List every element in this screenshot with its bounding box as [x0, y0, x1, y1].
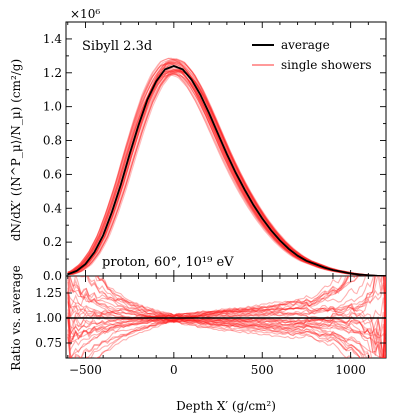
- ratio-line: [80, 276, 386, 358]
- ratio-line: [67, 276, 359, 337]
- ratio-line: [97, 276, 386, 358]
- ratio-line: [67, 319, 386, 358]
- ratio-line: [87, 276, 386, 358]
- single-shower-line: [67, 72, 386, 276]
- ratio-line: [67, 276, 386, 358]
- ratio-line: [67, 276, 386, 358]
- single-shower-line: [67, 73, 386, 276]
- ratio-line: [96, 276, 386, 358]
- single-shower-line: [67, 70, 386, 276]
- x-tick-label: 500: [251, 363, 274, 377]
- single-shower-line: [67, 68, 386, 276]
- ratio-line: [69, 276, 386, 358]
- main-y-axis-label: dN/dX′ (⟨N^P_μ⟩/N_μ) (cm²/g): [9, 59, 23, 241]
- main-y-tick-label: 0.6: [43, 167, 62, 181]
- ratio-line: [69, 276, 386, 358]
- single-shower-line: [67, 69, 386, 276]
- ratio-line: [67, 291, 386, 358]
- ratio-line: [67, 282, 386, 358]
- ratio-line: [67, 276, 386, 341]
- main-y-tick-label: 0.0: [43, 269, 62, 283]
- ratio-line: [68, 276, 386, 358]
- single-shower-line: [67, 69, 386, 276]
- ratio-line: [84, 276, 386, 358]
- main-y-tick-label: 1.0: [43, 100, 62, 114]
- model-label: Sibyll 2.3d: [82, 39, 152, 54]
- ratio-line: [67, 317, 369, 358]
- single-shower-line: [67, 70, 386, 276]
- single-shower-line: [67, 65, 386, 276]
- average-curve-group: [67, 65, 386, 276]
- main-y-tick-label: 0.4: [43, 201, 62, 215]
- ratio-line: [67, 293, 386, 354]
- single-shower-line: [67, 70, 386, 276]
- single-shower-line: [67, 68, 386, 276]
- ratio-line: [68, 276, 386, 358]
- axis-ticks: [66, 21, 386, 358]
- ratio-line: [87, 276, 386, 358]
- ratio-line: [67, 276, 356, 346]
- ratio-curves: [67, 276, 386, 358]
- single-shower-line: [67, 69, 386, 276]
- ratio-y-axis-label: Ratio vs. average: [9, 265, 23, 370]
- single-shower-line: [67, 69, 386, 276]
- main-y-tick-label: 1.4: [43, 32, 62, 46]
- single-shower-line: [67, 65, 386, 276]
- ratio-line: [95, 276, 386, 358]
- ratio-line: [96, 276, 386, 358]
- legend: average single showers: [252, 38, 372, 72]
- ratio-line: [67, 279, 386, 319]
- single-shower-line: [67, 70, 386, 276]
- ratio-line: [67, 276, 386, 326]
- ratio-line: [94, 276, 386, 358]
- ratio-line: [67, 276, 355, 358]
- single-shower-line: [67, 71, 386, 276]
- ratio-line: [67, 297, 386, 352]
- average-curve: [67, 65, 386, 276]
- ratio-plot-frame: [65, 275, 387, 359]
- x-tick-label: −500: [69, 363, 102, 377]
- single-shower-line: [67, 61, 386, 276]
- annotation-label: proton, 60°, 10¹⁹ eV: [102, 255, 234, 270]
- ratio-line: [67, 276, 386, 346]
- ratio-line: [67, 276, 386, 343]
- legend-average-label: average: [281, 38, 330, 52]
- single-shower-line: [67, 68, 386, 276]
- ratio-y-tick-label: 1.25: [35, 286, 62, 300]
- ratio-line: [67, 307, 386, 358]
- legend-single-showers-label: single showers: [281, 58, 372, 72]
- x-tick-label: 1000: [335, 363, 366, 377]
- x-axis-label: Depth X′ (g/cm²): [176, 399, 276, 413]
- tick-labels: 0.0 0.2 0.4 0.6 0.8 1.0 1.2 1.4 0.75 1.00 1.25 −500…: [35, 32, 366, 377]
- ratio-line: [67, 302, 386, 358]
- ratio-line: [67, 289, 386, 358]
- ratio-line: [68, 276, 386, 358]
- ratio-line: [67, 276, 386, 358]
- y-scale-multiplier: ×10⁶: [70, 7, 100, 21]
- ratio-line: [67, 281, 386, 358]
- x-tick-label: 0: [170, 363, 178, 377]
- main-y-tick-label: 1.2: [43, 66, 62, 80]
- ratio-line: [67, 276, 343, 358]
- ratio-line: [67, 282, 386, 319]
- main-y-tick-label: 0.8: [43, 134, 62, 148]
- single-shower-line: [67, 72, 386, 276]
- ratio-y-tick-label: 1.00: [35, 311, 62, 325]
- single-shower-curves: [67, 57, 386, 276]
- single-shower-line: [67, 73, 386, 276]
- main-y-tick-label: 0.2: [43, 235, 62, 249]
- single-shower-line: [67, 73, 386, 276]
- single-shower-line: [67, 69, 386, 276]
- ratio-y-tick-label: 0.75: [35, 336, 62, 350]
- single-shower-line: [67, 70, 386, 276]
- ratio-line: [67, 317, 386, 358]
- single-shower-line: [67, 69, 386, 276]
- single-shower-line: [67, 67, 386, 276]
